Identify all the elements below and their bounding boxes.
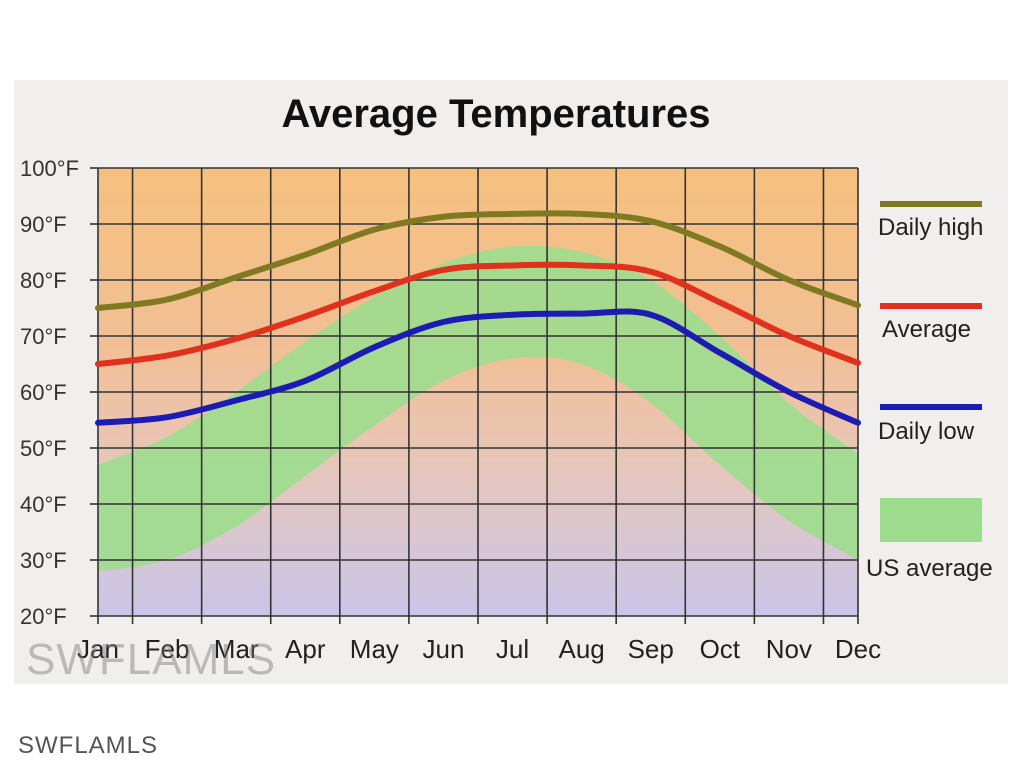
grid (97, 167, 859, 624)
x-tick-label: Jan (77, 634, 119, 664)
y-tick-label: 60°F (20, 380, 67, 405)
temperature-chart: Average Temperatures 20°F 30°F 40°F 50°F 60°… (20, 92, 993, 684)
x-tick-label: Apr (285, 634, 326, 664)
chart-title: Average Temperatures (281, 92, 710, 136)
us-average-band (98, 245, 858, 572)
series-line-daily-high (95, 210, 861, 311)
legend-label-daily-low: Daily low (878, 418, 975, 445)
y-tick-label: 40°F (20, 492, 67, 517)
x-tick-label: Aug (559, 634, 605, 664)
x-tick-label: Oct (700, 634, 741, 664)
x-tick-label: May (350, 634, 399, 664)
legend-label-daily-high: Daily high (878, 214, 983, 241)
x-tick-label: Sep (628, 634, 674, 664)
y-tick-label: 70°F (20, 324, 67, 349)
x-tick-label: Mar (214, 634, 259, 664)
legend: Daily high Average Daily low US average (866, 201, 993, 582)
chart-panel: Average Temperatures 20°F 30°F 40°F 50°F 60°… (14, 80, 1008, 684)
y-tick-label: 50°F (20, 436, 67, 461)
y-tick-label: 80°F (20, 268, 67, 293)
legend-label-us-average: US average (866, 555, 993, 582)
y-tick-label: 30°F (20, 548, 67, 573)
x-tick-label: Jun (422, 634, 464, 664)
y-tick-label: 20°F (20, 604, 67, 629)
x-tick-label: Nov (766, 634, 812, 664)
x-tick-label: Jul (496, 634, 529, 664)
watermark-overlay: SWFLAMLS (26, 635, 276, 684)
legend-swatch-us-average (880, 498, 982, 542)
y-tick-label: 90°F (20, 212, 67, 237)
series-lines (95, 210, 861, 426)
x-axis: Jan Feb Mar Apr May Jun Jul Aug Sep Oct Nov Dec (77, 634, 881, 664)
legend-label-average: Average (882, 316, 971, 343)
y-tick-label: 100°F (20, 156, 79, 181)
footer-watermark: SWFLAMLS (18, 732, 159, 759)
y-axis: 20°F 30°F 40°F 50°F 60°F 70°F 80°F 90°F 100°F (20, 156, 98, 629)
x-tick-label: Dec (835, 634, 881, 664)
series-line-daily-low (95, 308, 861, 426)
series-line-average (95, 261, 861, 367)
x-tick-label: Feb (145, 634, 190, 664)
